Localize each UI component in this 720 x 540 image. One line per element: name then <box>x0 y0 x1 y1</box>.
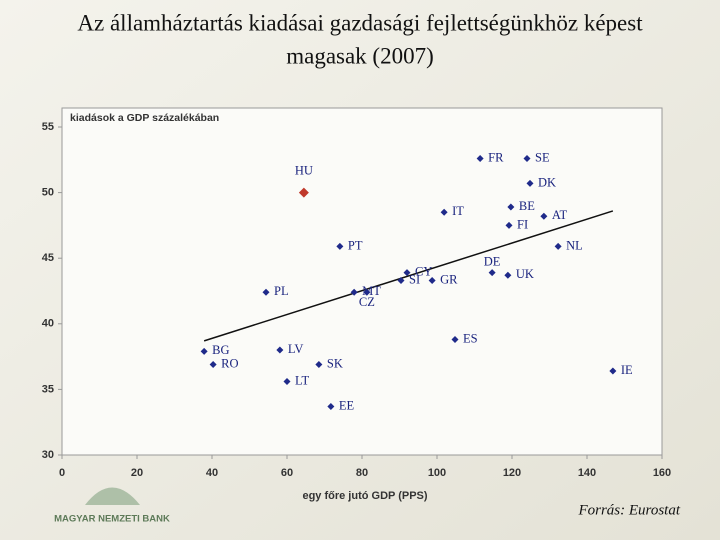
title-line: magasak (2007) <box>286 43 434 68</box>
point <box>336 242 344 250</box>
x-tick-label: 100 <box>428 467 446 479</box>
x-tick-label: 140 <box>578 467 596 479</box>
point <box>315 360 323 368</box>
point-label: PT <box>348 238 363 252</box>
point <box>609 367 617 375</box>
point <box>298 187 309 198</box>
y-tick-label: 35 <box>42 383 54 395</box>
point-label: PL <box>274 284 289 298</box>
point-label: LV <box>288 342 304 356</box>
trend-line <box>203 210 614 342</box>
point-label: DE <box>484 255 501 269</box>
point-label: SK <box>327 356 343 370</box>
point-label: IE <box>621 363 633 377</box>
y-axis-label: kiadások a GDP százalékában <box>70 112 219 124</box>
point-label: SI <box>409 272 420 286</box>
point <box>451 336 459 344</box>
point-label: DK <box>538 175 556 189</box>
point-label: IT <box>452 204 464 218</box>
point <box>200 347 208 355</box>
point-label: HU <box>295 163 313 177</box>
point <box>363 288 371 296</box>
y-tick-label: 40 <box>42 318 54 330</box>
point-label: SE <box>535 150 550 164</box>
point-label: FI <box>517 217 528 231</box>
point-label: NL <box>566 238 583 252</box>
point-label: UK <box>516 267 534 281</box>
point-label: GR <box>440 272 458 286</box>
point <box>428 277 436 285</box>
point <box>505 221 513 229</box>
point <box>507 203 515 211</box>
point <box>209 360 217 368</box>
logo: MAGYAR NEMZETI BANK <box>54 487 170 525</box>
x-tick-label: 0 <box>59 467 65 479</box>
y-tick-label: 30 <box>42 449 54 461</box>
point <box>440 208 448 216</box>
title-line: Az államháztartás kiadásai gazdasági fej… <box>77 10 643 35</box>
point <box>403 269 411 277</box>
point <box>504 271 512 279</box>
point-label: RO <box>221 356 238 370</box>
y-tick-label: 45 <box>42 252 54 264</box>
point-label: AT <box>552 208 568 222</box>
point <box>262 288 270 296</box>
x-tick-label: 120 <box>503 467 521 479</box>
logo-emblem <box>85 487 140 505</box>
plot-area <box>61 107 663 456</box>
x-tick-label: 40 <box>206 467 218 479</box>
point-label: BE <box>519 199 535 213</box>
point <box>526 179 534 187</box>
point <box>554 242 562 250</box>
y-tick-label: 55 <box>42 121 54 133</box>
point <box>476 154 484 162</box>
point-label: LT <box>295 373 309 387</box>
point <box>488 269 496 277</box>
source: Forrás: Eurostat <box>577 502 680 518</box>
point <box>540 212 548 220</box>
logo-text: MAGYAR NEMZETI BANK <box>54 514 170 525</box>
point-label: CY <box>415 265 432 279</box>
point-label: BG <box>212 343 229 357</box>
point-label: ES <box>463 331 478 345</box>
point <box>350 288 358 296</box>
point <box>276 346 284 354</box>
point <box>283 378 291 386</box>
point-label: CZ <box>359 295 375 309</box>
x-tick-label: 60 <box>281 467 293 479</box>
x-tick-label: 160 <box>653 467 671 479</box>
x-axis-label: egy főre jutó GDP (PPS) <box>302 490 427 502</box>
point <box>397 277 405 285</box>
x-tick-label: 20 <box>131 467 143 479</box>
point <box>523 154 531 162</box>
point-label: EE <box>339 398 355 412</box>
x-tick-label: 80 <box>356 467 368 479</box>
point <box>327 402 335 410</box>
point-label: FR <box>488 150 504 164</box>
y-tick-label: 50 <box>42 187 54 199</box>
